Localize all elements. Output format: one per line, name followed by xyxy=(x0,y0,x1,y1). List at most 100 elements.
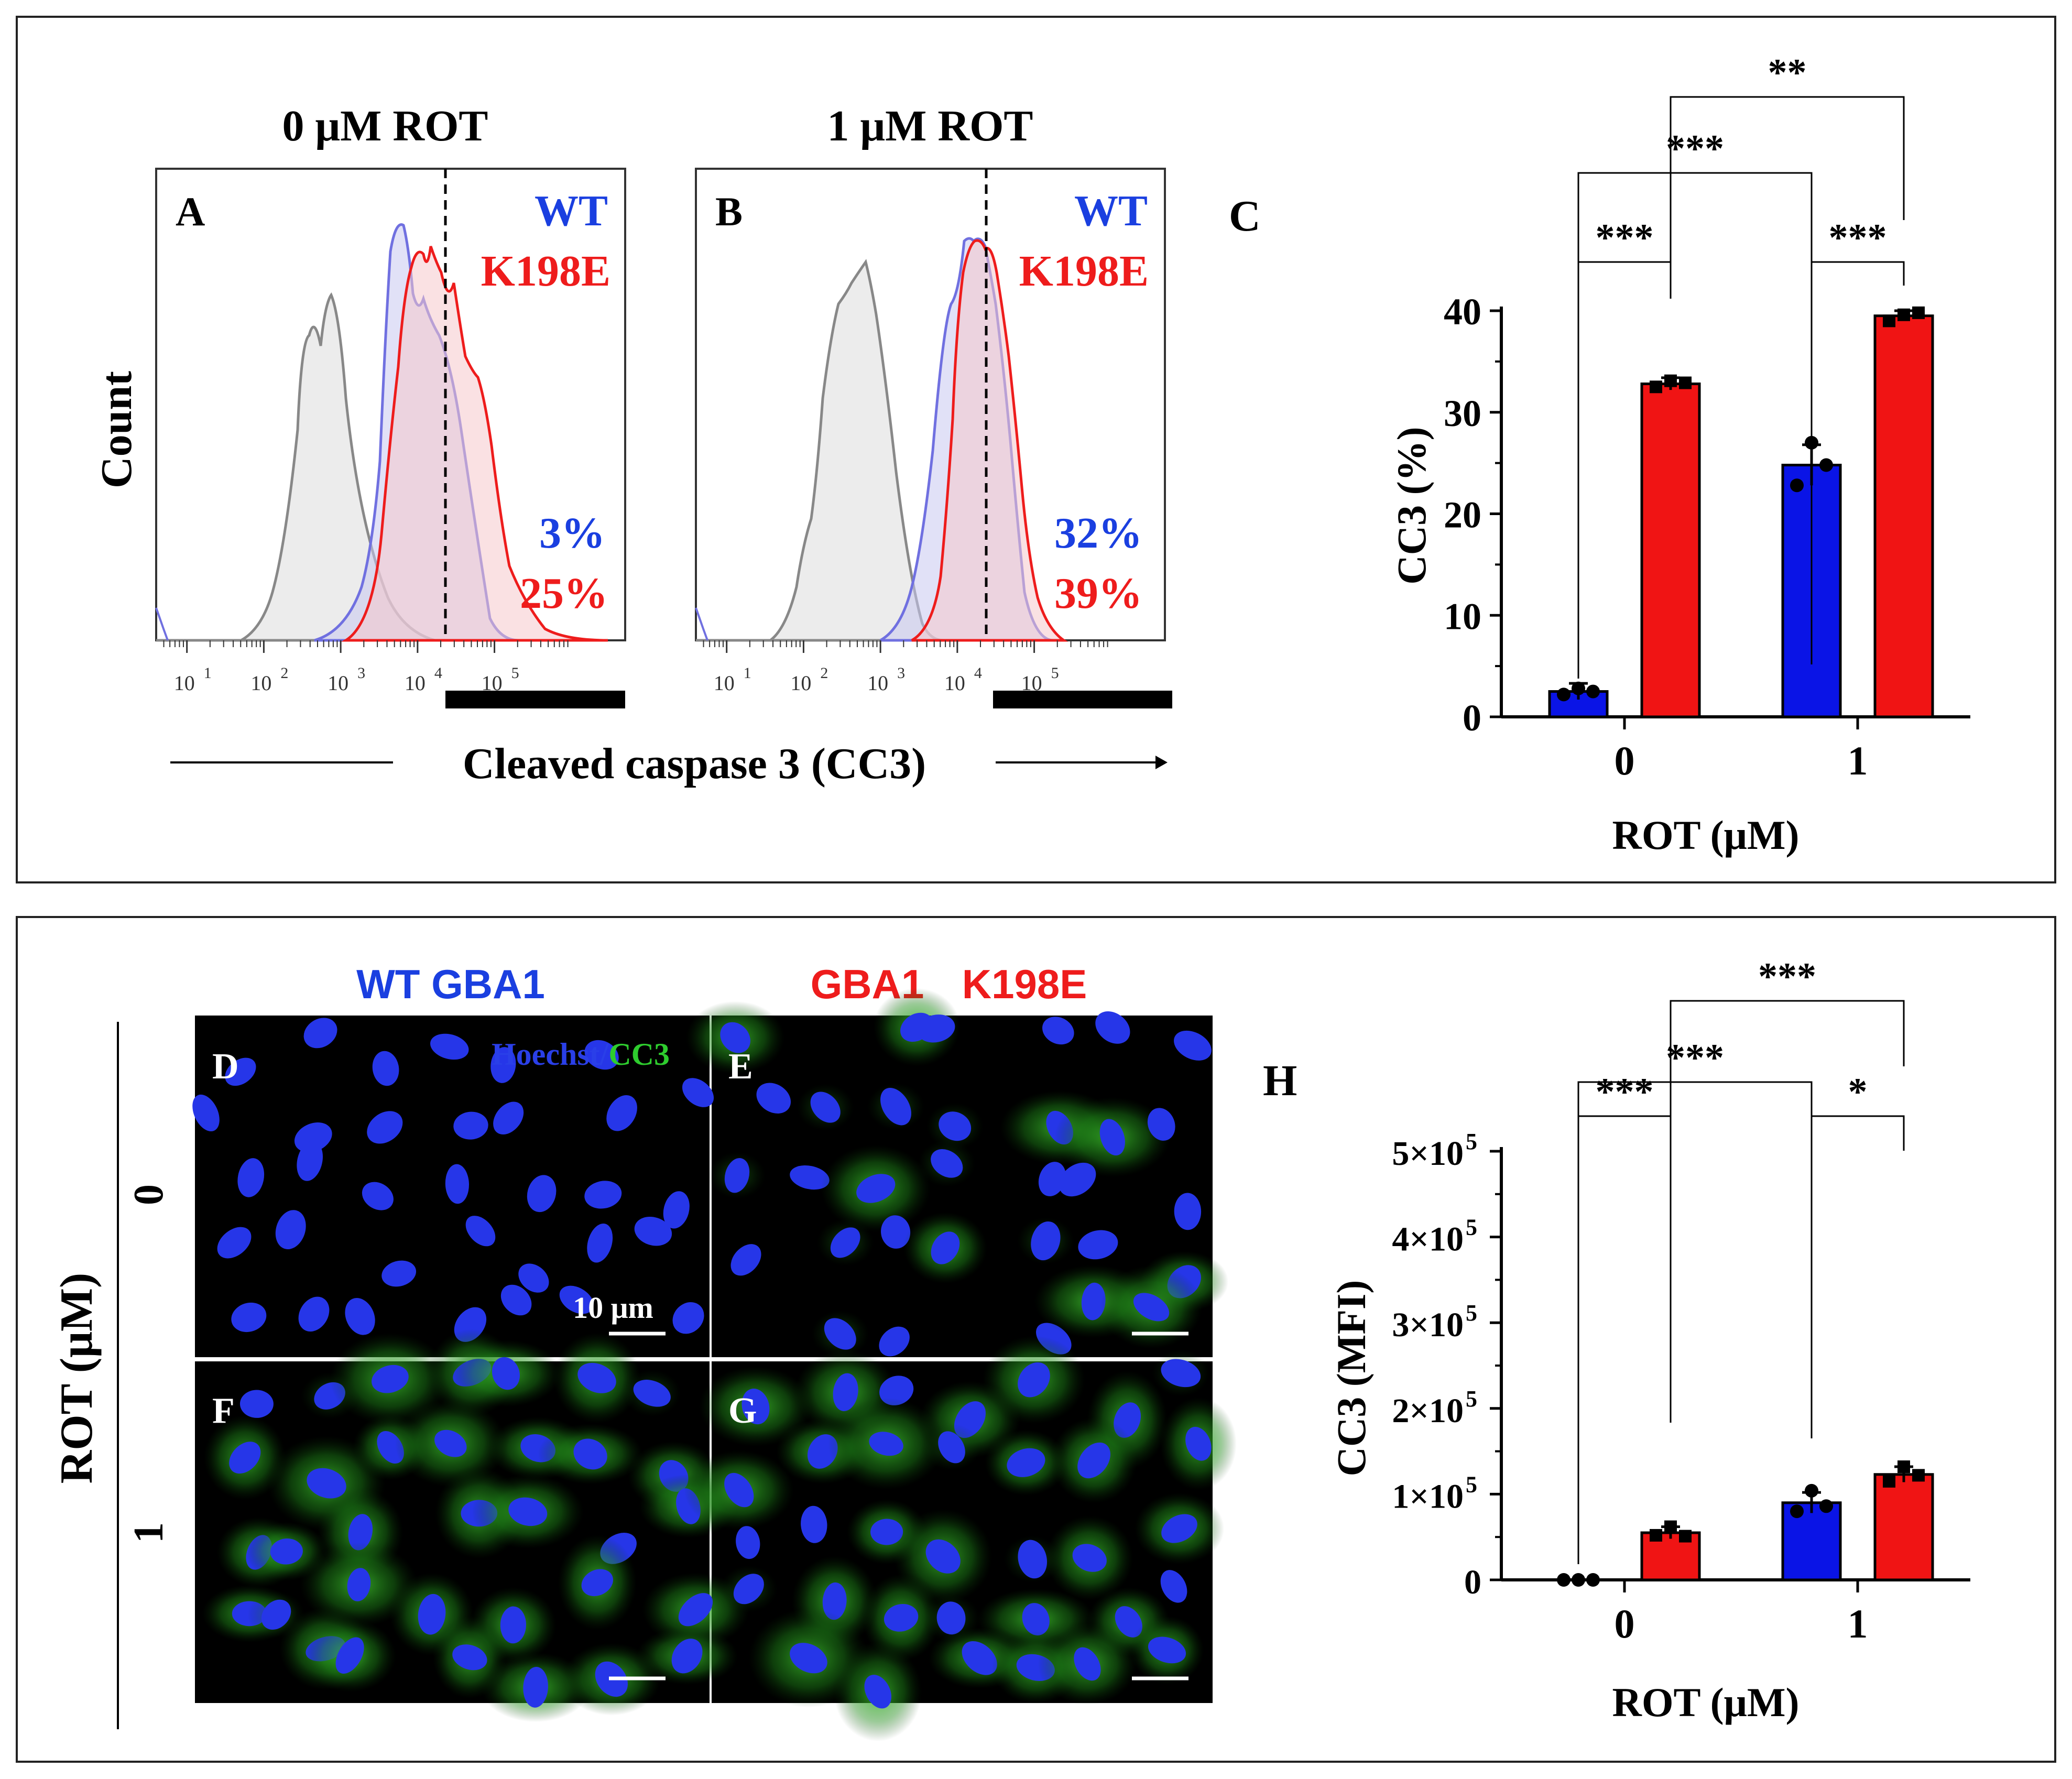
cc3-axis-arrow xyxy=(170,756,1168,769)
hist-tick-exponent: 2 xyxy=(820,664,828,682)
y-tick-exponent: 5 xyxy=(1466,1129,1477,1154)
nucleus xyxy=(239,1390,274,1418)
significance-label: *** xyxy=(1758,955,1816,998)
nucleus xyxy=(822,1582,847,1620)
y-tick-exponent: 5 xyxy=(1466,1386,1477,1412)
nucleus xyxy=(720,1022,750,1053)
count-axis-label: Count xyxy=(92,371,141,488)
nucleus xyxy=(1018,1362,1050,1398)
nucleus xyxy=(939,1111,972,1141)
x-tick-label: 0 xyxy=(1615,1601,1635,1646)
nucleus xyxy=(663,1191,690,1229)
nucleus xyxy=(1072,1544,1107,1572)
nucleus xyxy=(493,1101,524,1135)
hist-a-ticks: 10 1 10 2 10 3 10 4 10 5 xyxy=(163,640,569,695)
nucleus xyxy=(1018,1540,1048,1579)
nucleus xyxy=(917,1014,955,1043)
significance-bracket xyxy=(1670,1000,1905,1423)
nucleus xyxy=(936,1601,966,1635)
nucleus xyxy=(430,1033,469,1060)
data-point xyxy=(1664,1520,1677,1533)
nucleus xyxy=(833,1373,858,1412)
y-tick-label: 10 xyxy=(1444,595,1481,637)
hist-tick-label: 10 xyxy=(405,671,426,695)
row-label-0: 0 xyxy=(126,1184,172,1205)
nucleus xyxy=(790,1643,827,1674)
nucleus xyxy=(1185,1426,1212,1461)
nucleus xyxy=(1042,1017,1074,1045)
nucleus xyxy=(445,1164,470,1204)
hist-a-pct-k198e: 25% xyxy=(520,569,608,618)
significance-label: *** xyxy=(1829,216,1887,259)
hist-tick-exponent: 2 xyxy=(280,664,288,682)
hist-a-letter: A xyxy=(176,189,205,234)
col-label-k198e: K198E xyxy=(962,961,1087,1007)
data-point xyxy=(1912,306,1925,319)
nucleus xyxy=(736,1526,760,1559)
hist-tick-exponent: 4 xyxy=(434,664,442,682)
data-point xyxy=(1664,374,1677,387)
nucleus xyxy=(1095,1011,1130,1044)
bar-k198e-1 xyxy=(1873,1473,1934,1581)
hist-b-ticks: 10 1 10 2 10 3 10 4 10 5 xyxy=(703,640,1108,695)
hist-b-legend-wt: WT xyxy=(1074,187,1148,235)
data-point xyxy=(1912,1469,1925,1482)
x-tick-label: 1 xyxy=(1848,738,1868,783)
data-point xyxy=(1557,1573,1571,1587)
nucleus xyxy=(1174,1193,1202,1230)
nucleus xyxy=(453,1111,488,1140)
significance-label: *** xyxy=(1596,216,1654,259)
nucleus xyxy=(217,1227,252,1259)
hist-tick-label: 10 xyxy=(714,671,735,695)
nucleus xyxy=(741,1389,770,1425)
data-point xyxy=(1790,478,1804,493)
nucleus xyxy=(724,1472,754,1508)
nucleus xyxy=(584,1040,619,1070)
hist-tick-label: 10 xyxy=(250,671,271,695)
bar-k198e-1 xyxy=(1873,314,1934,718)
nucleus xyxy=(633,1380,671,1407)
hist-b-letter: B xyxy=(715,189,743,234)
y-tick-exponent: 5 xyxy=(1466,1471,1477,1497)
x-tick-label: 1 xyxy=(1848,1601,1868,1646)
nucleus xyxy=(237,1158,265,1197)
nucleus xyxy=(1147,1108,1175,1141)
nucleus xyxy=(1077,1442,1110,1479)
significance-bracket xyxy=(1577,172,1813,650)
chart-h-ylabel: CC3 (MFI) xyxy=(1328,1280,1374,1477)
y-tick-label: 0 xyxy=(1463,697,1481,739)
chart-c-xlabel: ROT (μM) xyxy=(1612,812,1800,858)
chart-c-letter: C xyxy=(1229,192,1261,241)
stain-hoechst: Hoechst/ xyxy=(492,1037,609,1072)
hist-a-pct-wt: 3% xyxy=(539,509,605,558)
nucleus xyxy=(587,1223,613,1263)
hist-tick-exponent: 3 xyxy=(897,664,905,682)
hist-tick-exponent: 4 xyxy=(974,664,982,682)
nucleus xyxy=(682,1078,714,1107)
stain-legend: Hoechst/CC3 xyxy=(492,1037,670,1072)
hist-tick-label: 10 xyxy=(944,671,965,695)
significance-label: ** xyxy=(1768,51,1807,94)
hist-tick-exponent: 5 xyxy=(1051,664,1059,682)
nucleus xyxy=(381,1260,417,1287)
nucleus xyxy=(1161,1359,1201,1388)
significance-label: *** xyxy=(1596,1071,1654,1114)
nucleus xyxy=(938,1431,965,1464)
nucleus xyxy=(1148,1636,1186,1664)
data-point xyxy=(1883,1475,1895,1488)
nucleus xyxy=(678,1593,713,1627)
nucleus xyxy=(362,1182,394,1210)
significance-bracket xyxy=(1670,96,1905,299)
nucleus xyxy=(881,1215,911,1249)
significance-bracket xyxy=(1811,261,1905,664)
nucleus xyxy=(1133,1293,1170,1322)
data-point xyxy=(1679,376,1692,389)
hist-tick-label: 10 xyxy=(328,671,348,695)
nucleus xyxy=(518,1263,549,1293)
nucleus xyxy=(452,1644,487,1671)
hist-tick-exponent: 3 xyxy=(357,664,365,682)
nucleus xyxy=(671,1639,703,1674)
data-point xyxy=(1897,1460,1910,1474)
nucleus xyxy=(1059,1162,1096,1197)
nucleus xyxy=(508,1497,548,1526)
